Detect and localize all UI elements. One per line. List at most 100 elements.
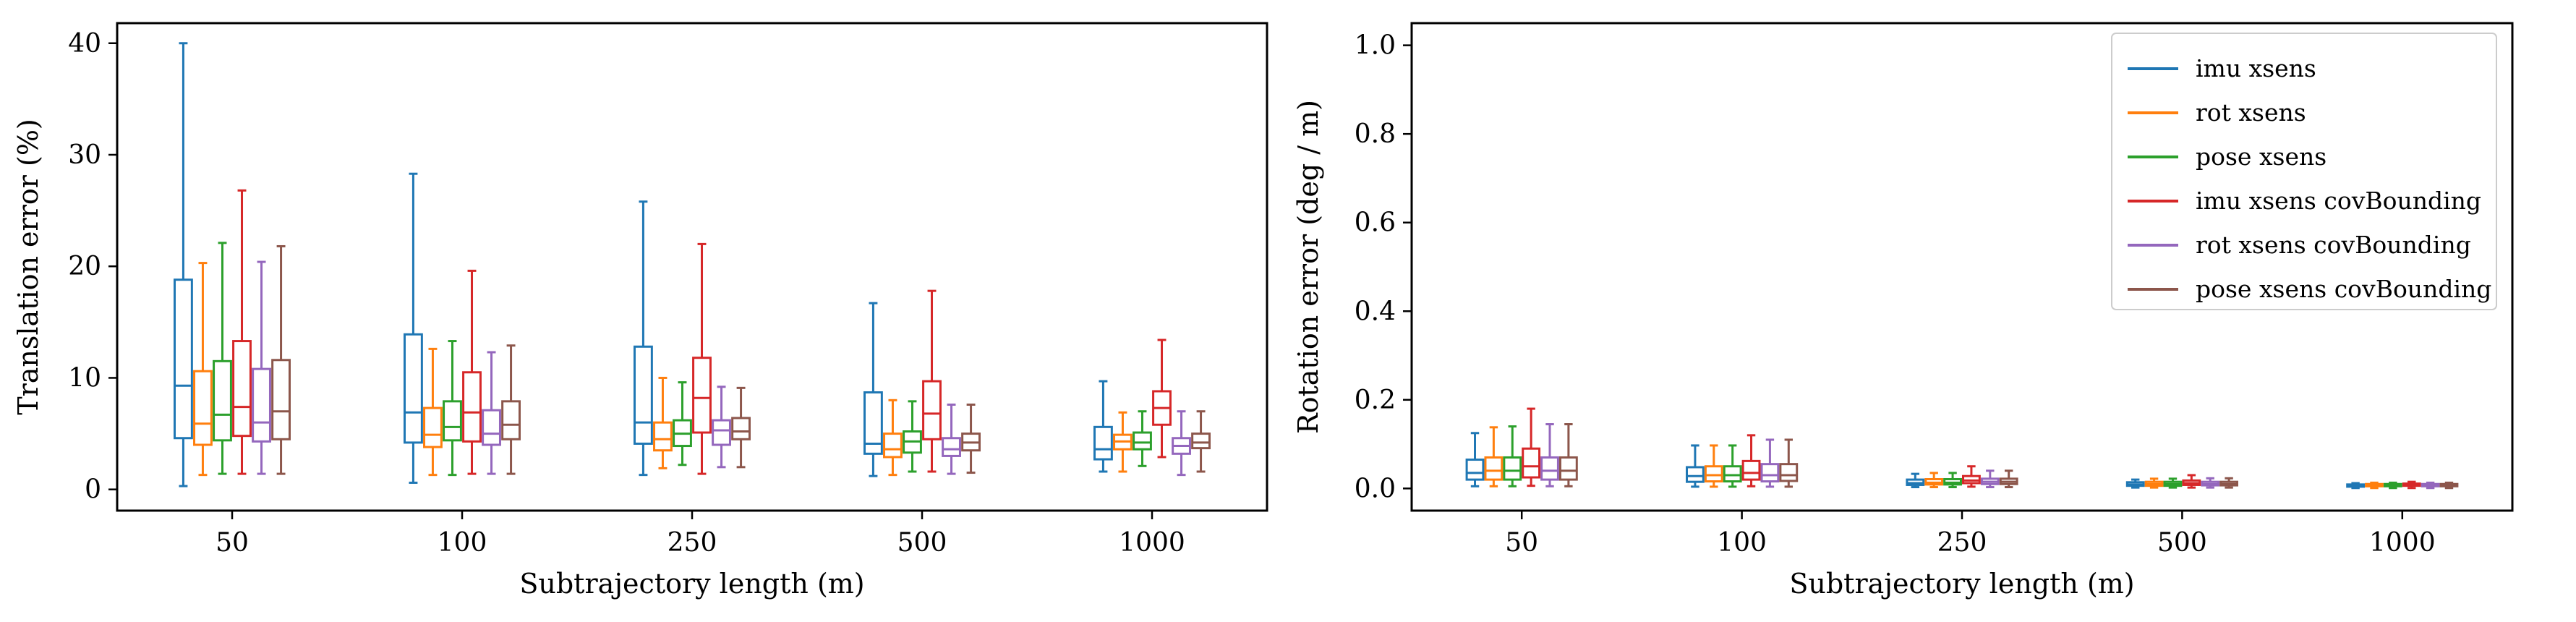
y-tick-label: 0.6 xyxy=(1355,208,1396,238)
translation-error-chart: 50 100 250 500 1000 0 10 20 30 40 Subtrajectory le… xyxy=(12,22,1268,600)
box-2-1 xyxy=(1723,444,1742,488)
box-1-3 xyxy=(883,399,903,477)
box-3-2 xyxy=(692,242,712,475)
box-4-4 xyxy=(2421,481,2440,490)
x-tick-label: 1000 xyxy=(1119,528,1185,558)
box-1-2 xyxy=(1924,472,1944,489)
box-body xyxy=(1779,463,1799,482)
y-tick-label: 0.4 xyxy=(1355,297,1396,326)
box-0-0 xyxy=(1465,432,1485,487)
box-2-2 xyxy=(1943,472,1962,489)
series-0 xyxy=(1465,432,2366,490)
x-tick-label: 100 xyxy=(438,528,487,558)
box-body xyxy=(1503,456,1522,481)
box-2-0 xyxy=(1503,425,1522,487)
legend-label: pose xsens covBounding xyxy=(2196,275,2491,303)
y-tick-label: 1.0 xyxy=(1355,31,1396,61)
y-tick-label: 0.0 xyxy=(1355,474,1396,503)
box-body xyxy=(922,380,942,440)
box-body xyxy=(232,340,252,438)
box-4-1 xyxy=(1760,438,1780,488)
box-0-3 xyxy=(863,302,883,477)
legend-entry-5: pose xsens covBounding xyxy=(2128,275,2491,303)
box-5-1 xyxy=(501,344,521,475)
box-body xyxy=(1522,447,1541,479)
box-body xyxy=(404,333,423,444)
legend: imu xsens rot xsens pose xsens imu xsens co… xyxy=(2111,33,2497,310)
box-3-3 xyxy=(2182,474,2201,489)
box-body xyxy=(634,345,653,445)
box-3-1 xyxy=(462,269,482,475)
y-tick-label: 20 xyxy=(68,252,101,281)
legend-entry-3: imu xsens covBounding xyxy=(2128,187,2481,215)
box-2-2 xyxy=(673,381,692,466)
box-4-3 xyxy=(942,403,961,475)
series-2 xyxy=(213,242,1152,477)
rotation-error-chart: 50 100 250 500 1000 0.0 0.2 0.4 0.6 0.8 1.0 Subtraj… xyxy=(1292,22,2514,600)
box-body xyxy=(1540,456,1559,481)
box-body xyxy=(1741,459,1761,481)
box-1-1 xyxy=(423,347,443,477)
box-4-2 xyxy=(1980,469,2000,489)
box-2-4 xyxy=(1133,410,1152,467)
box-2-1 xyxy=(443,340,462,477)
series-5 xyxy=(1558,423,2459,490)
series-1 xyxy=(1484,426,2384,490)
series-4 xyxy=(252,260,1191,477)
box-1-4 xyxy=(1113,411,1133,473)
box-4-3 xyxy=(2201,477,2220,489)
box-4-1 xyxy=(482,351,501,475)
box-1-2 xyxy=(653,376,673,469)
legend-label: rot xsens covBounding xyxy=(2196,231,2471,259)
series-5 xyxy=(271,244,1211,475)
x-axis-label: Subtrajectory length (m) xyxy=(519,568,864,600)
box-body xyxy=(193,370,213,446)
box-5-3 xyxy=(961,403,981,474)
box-body xyxy=(482,409,501,446)
box-5-4 xyxy=(2439,481,2459,490)
box-0-1 xyxy=(404,172,423,484)
box-3-3 xyxy=(922,289,942,473)
legend-label: imu xsens xyxy=(2196,54,2316,82)
box-5-2 xyxy=(1999,469,2018,489)
legend-entry-1: rot xsens xyxy=(2128,98,2306,127)
box-body xyxy=(653,421,673,452)
legend-entry-0: imu xsens xyxy=(2128,54,2316,82)
series-4 xyxy=(1540,423,2440,490)
box-body xyxy=(1133,431,1152,451)
box-2-0 xyxy=(213,242,232,475)
series-2 xyxy=(1503,425,2402,490)
box-body xyxy=(1558,456,1578,481)
box-5-4 xyxy=(1191,410,1211,473)
box-body xyxy=(863,391,883,455)
y-tick-label: 0 xyxy=(85,475,101,505)
box-body xyxy=(1093,425,1113,461)
x-axis-label: Subtrajectory length (m) xyxy=(1789,568,2134,600)
series-3 xyxy=(232,189,1172,475)
box-0-2 xyxy=(1906,472,1925,489)
legend-entry-2: pose xsens xyxy=(2128,142,2326,171)
box-4-4 xyxy=(1172,410,1191,477)
box-body xyxy=(1465,459,1485,481)
box-body xyxy=(692,357,712,434)
y-tick-label: 40 xyxy=(68,29,101,59)
box-3-1 xyxy=(1741,434,1761,487)
box-1-1 xyxy=(1704,444,1723,488)
box-body xyxy=(1760,463,1780,483)
legend-label: pose xsens xyxy=(2196,142,2326,171)
box-body xyxy=(1723,465,1742,483)
box-3-4 xyxy=(1152,338,1172,459)
box-3-0 xyxy=(1522,407,1541,487)
box-3-2 xyxy=(1962,465,1981,488)
box-body xyxy=(213,359,232,442)
x-tick-label: 1000 xyxy=(2369,528,2436,558)
legend-frame xyxy=(2111,33,2497,310)
y-axis-label: Translation error (%) xyxy=(12,119,44,415)
box-0-1 xyxy=(1686,444,1705,488)
box-body xyxy=(271,359,291,440)
box-body xyxy=(1704,465,1723,483)
series-1 xyxy=(193,262,1133,477)
x-tick-label: 50 xyxy=(1505,528,1538,558)
y-tick-label: 30 xyxy=(68,140,101,170)
